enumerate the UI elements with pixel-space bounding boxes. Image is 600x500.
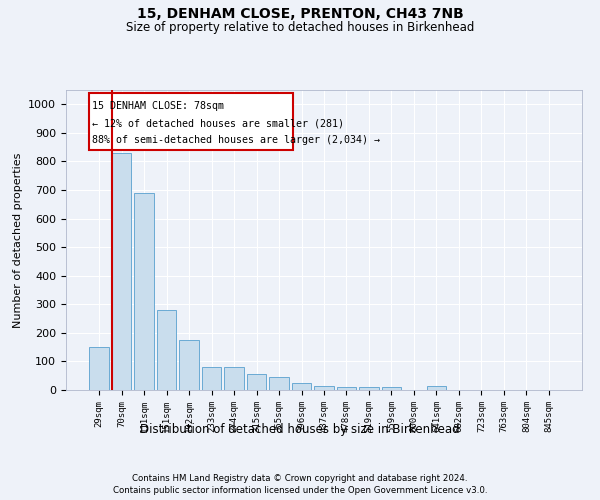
Bar [179,340,199,390]
Bar [337,387,356,390]
Bar [359,387,379,390]
Bar [202,367,221,390]
Polygon shape [89,93,293,150]
Bar [224,367,244,390]
Bar [427,386,446,390]
Bar [382,387,401,390]
Bar [112,153,131,390]
Bar [157,310,176,390]
Text: 88% of semi-detached houses are larger (2,034) →: 88% of semi-detached houses are larger (… [92,135,380,145]
Text: ← 12% of detached houses are smaller (281): ← 12% of detached houses are smaller (28… [92,118,344,128]
Text: Contains HM Land Registry data © Crown copyright and database right 2024.: Contains HM Land Registry data © Crown c… [132,474,468,483]
Bar [292,383,311,390]
Text: Distribution of detached houses by size in Birkenhead: Distribution of detached houses by size … [140,422,460,436]
Bar [314,386,334,390]
Bar [89,347,109,390]
Text: 15 DENHAM CLOSE: 78sqm: 15 DENHAM CLOSE: 78sqm [92,101,224,111]
Bar [269,377,289,390]
Text: Size of property relative to detached houses in Birkenhead: Size of property relative to detached ho… [126,21,474,34]
Y-axis label: Number of detached properties: Number of detached properties [13,152,23,328]
Text: Contains public sector information licensed under the Open Government Licence v3: Contains public sector information licen… [113,486,487,495]
Bar [134,193,154,390]
Text: 15, DENHAM CLOSE, PRENTON, CH43 7NB: 15, DENHAM CLOSE, PRENTON, CH43 7NB [137,8,463,22]
Bar [247,374,266,390]
